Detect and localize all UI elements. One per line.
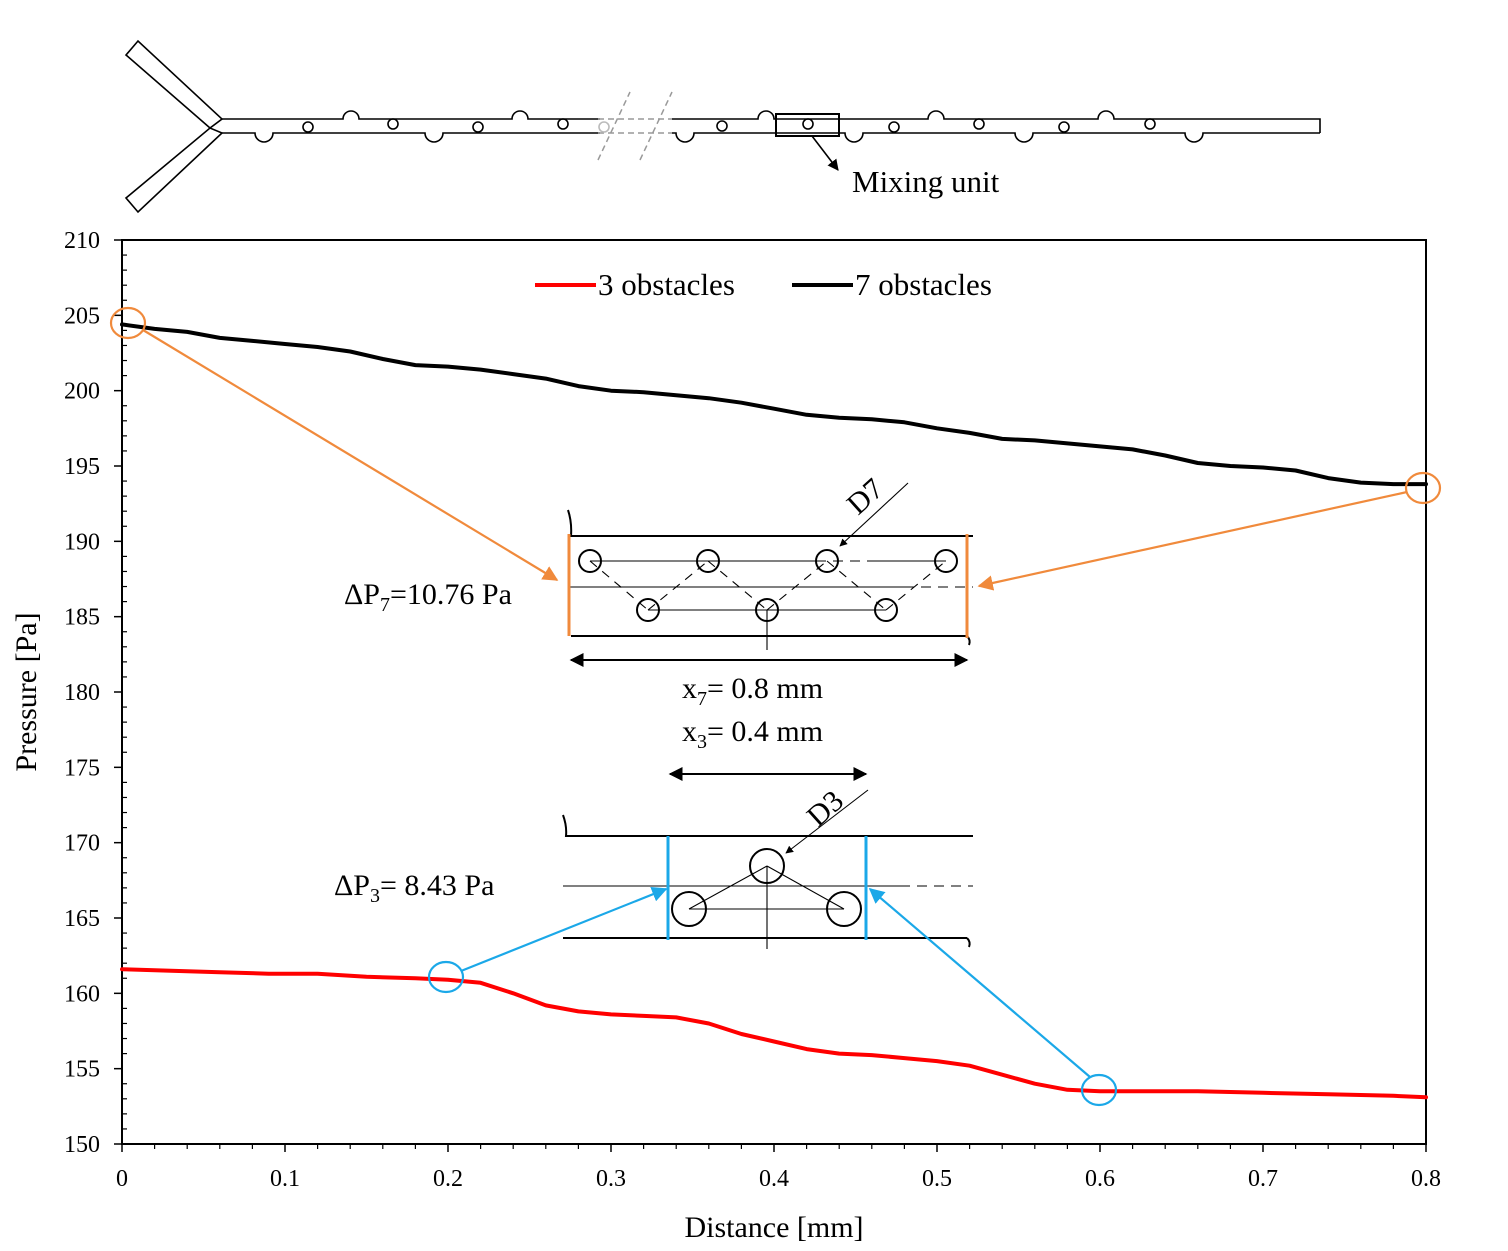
delta-p7-symbol: ΔP bbox=[344, 578, 380, 611]
legend: 3 obstacles 7 obstacles bbox=[535, 267, 992, 302]
y-tick-label: 180 bbox=[64, 680, 100, 706]
y-tick-label: 150 bbox=[64, 1132, 100, 1158]
channel-break-marks bbox=[597, 91, 673, 161]
series-line-3-obstacles bbox=[120, 967, 1428, 1100]
channel-top-wall-right bbox=[672, 110, 1321, 133]
x3-value: = 0.4 mm bbox=[707, 715, 823, 748]
x3-subscript: 3 bbox=[697, 731, 707, 753]
lower-inlet-arm bbox=[124, 127, 224, 214]
channel-obstacles bbox=[302, 118, 1156, 133]
mixing-unit-box bbox=[775, 113, 840, 137]
delta-p3-label: ΔP3= 8.43 Pa bbox=[334, 869, 494, 907]
x-tick-label: 0.5 bbox=[922, 1166, 952, 1192]
inset-7-obstacles bbox=[567, 482, 973, 667]
x3-label: x3= 0.4 mm bbox=[682, 715, 823, 753]
arrow-3-end bbox=[868, 887, 1091, 1078]
x-tick-label: 0.4 bbox=[759, 1166, 789, 1192]
delta-p7-label: ΔP7=10.76 Pa bbox=[344, 578, 512, 616]
x-tick-label: 0.1 bbox=[270, 1166, 300, 1192]
y-tick-label: 205 bbox=[64, 303, 100, 329]
y-axis: 150 155 160 165 170 175 180 185 190 195 200 205 210 bbox=[64, 228, 127, 1158]
legend-label-3-obstacles: 3 obstacles bbox=[598, 267, 735, 302]
x-axis-title: Distance [mm] bbox=[684, 1211, 863, 1244]
d7-label: D7 bbox=[841, 472, 890, 521]
mixing-unit-label: Mixing unit bbox=[852, 164, 1000, 199]
series-layer bbox=[120, 322, 1428, 1100]
x-tick-label: 0.8 bbox=[1411, 1166, 1441, 1192]
channel-bottom-wall-left bbox=[222, 132, 600, 143]
x3-symbol: x bbox=[682, 715, 697, 748]
inset-3-obstacles bbox=[562, 767, 973, 949]
x-tick-label: 0.6 bbox=[1085, 1166, 1115, 1192]
x7-value: = 0.8 mm bbox=[707, 672, 823, 705]
d3-label: D3 bbox=[801, 784, 850, 833]
y-tick-label: 155 bbox=[64, 1057, 100, 1083]
delta-p3-value: = 8.43 Pa bbox=[380, 869, 494, 902]
x-tick-label: 0.2 bbox=[433, 1166, 463, 1192]
y-tick-label: 200 bbox=[64, 379, 100, 405]
x-tick-label: 0.7 bbox=[1248, 1166, 1278, 1192]
marker-3-start bbox=[427, 960, 465, 994]
legend-label-7-obstacles: 7 obstacles bbox=[855, 267, 992, 302]
delta-p3-subscript: 3 bbox=[370, 885, 380, 907]
y-axis-title: Pressure [Pa] bbox=[10, 612, 43, 771]
channel-bottom-wall-right bbox=[672, 132, 1320, 143]
y-tick-label: 190 bbox=[64, 529, 100, 555]
y-tick-label: 170 bbox=[64, 831, 100, 857]
x-axis: 0 0.1 0.2 0.3 0.4 0.5 0.6 0.7 0.8 bbox=[116, 1144, 1441, 1192]
channel-top-wall-left bbox=[222, 110, 600, 120]
channel-schematic bbox=[124, 39, 1321, 214]
y-tick-label: 210 bbox=[64, 228, 100, 254]
upper-inlet-arm bbox=[124, 39, 224, 130]
delta-p3-symbol: ΔP bbox=[334, 869, 370, 902]
arrow-3-start bbox=[460, 886, 668, 973]
y-tick-label: 195 bbox=[64, 454, 100, 480]
arrow-7-start bbox=[142, 329, 559, 581]
y-tick-label: 185 bbox=[64, 605, 100, 631]
x7-label: x7= 0.8 mm bbox=[682, 672, 823, 710]
annotation-markers bbox=[109, 306, 1442, 1107]
y-tick-label: 165 bbox=[64, 906, 100, 932]
x-tick-label: 0 bbox=[116, 1166, 128, 1192]
marker-3-end bbox=[1080, 1073, 1118, 1107]
series-line-7-obstacles bbox=[120, 322, 1428, 487]
x7-symbol: x bbox=[682, 672, 697, 705]
delta-p7-value: =10.76 Pa bbox=[390, 578, 512, 611]
arrow-7-end bbox=[977, 490, 1408, 591]
y-tick-label: 175 bbox=[64, 755, 100, 781]
x7-subscript: 7 bbox=[697, 688, 707, 710]
y-tick-label: 160 bbox=[64, 981, 100, 1007]
delta-p7-subscript: 7 bbox=[380, 594, 390, 616]
marker-7-start bbox=[109, 306, 147, 340]
x-tick-label: 0.3 bbox=[596, 1166, 626, 1192]
mixing-unit-pointer bbox=[811, 135, 839, 171]
marker-7-end bbox=[1404, 471, 1442, 505]
